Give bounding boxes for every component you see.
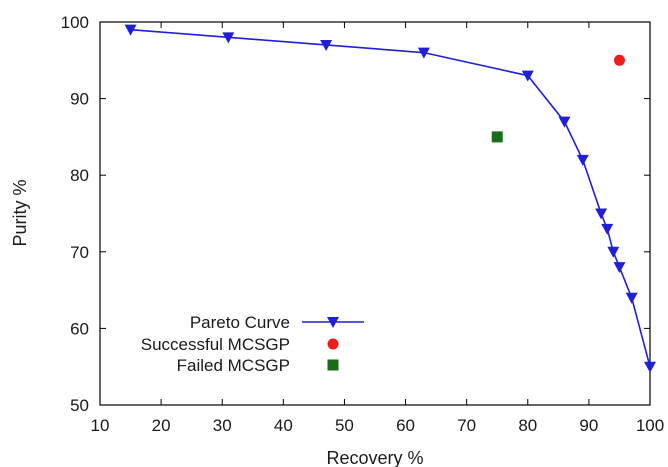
pareto-curve-point (558, 116, 571, 128)
x-tick-label: 100 (636, 416, 664, 435)
x-tick-label: 60 (396, 416, 415, 435)
axis-ticks: 10 20 30 40 50 60 70 80 90 100 50 60 70 80 90 100 (61, 13, 665, 435)
y-tick-label: 70 (70, 243, 89, 262)
legend-marker-pareto-curve (327, 317, 339, 328)
x-axis-title: Recovery % (326, 448, 423, 467)
x-tick-label: 80 (518, 416, 537, 435)
pareto-curve-point (222, 32, 235, 44)
legend-marker-failed-mcsgp (327, 359, 339, 371)
pareto-curve-point (613, 262, 626, 274)
y-axis-title: Purity % (10, 179, 30, 246)
x-tick-label: 70 (457, 416, 476, 435)
legend-label-successful-mcsgp: Successful MCSGP (141, 335, 290, 354)
pareto-curve-point (607, 246, 620, 258)
pareto-curve-point (521, 70, 534, 82)
pareto-curve-point (601, 223, 614, 235)
legend-marker-successful-mcsgp (327, 338, 339, 350)
x-tick-label: 40 (274, 416, 293, 435)
pareto-curve-point (576, 154, 589, 166)
pareto-curve-point (595, 208, 608, 220)
x-tick-label: 10 (91, 416, 110, 435)
pareto-curve-point (320, 39, 333, 51)
x-tick-label: 90 (579, 416, 598, 435)
x-tick-label: 20 (152, 416, 171, 435)
successful-mcsgp-point (613, 54, 625, 66)
pareto-curve-point (124, 24, 137, 36)
pareto-curve-point (625, 292, 638, 304)
y-tick-label: 90 (70, 90, 89, 109)
legend-label-pareto-curve: Pareto Curve (190, 313, 290, 332)
pareto-curve-point (644, 361, 656, 373)
legend: Pareto Curve Successful MCSGP Failed MCSGP (141, 313, 364, 375)
pareto-curve-point (417, 47, 430, 59)
x-tick-label: 50 (335, 416, 354, 435)
y-tick-label: 50 (70, 396, 89, 415)
y-tick-label: 80 (70, 166, 89, 185)
chart-marks (124, 24, 656, 373)
y-tick-label: 60 (70, 319, 89, 338)
failed-mcsgp-point (491, 131, 503, 143)
y-tick-label: 100 (61, 13, 89, 32)
x-tick-label: 30 (213, 416, 232, 435)
legend-label-failed-mcsgp: Failed MCSGP (177, 356, 290, 375)
plot-frame (99, 21, 651, 406)
